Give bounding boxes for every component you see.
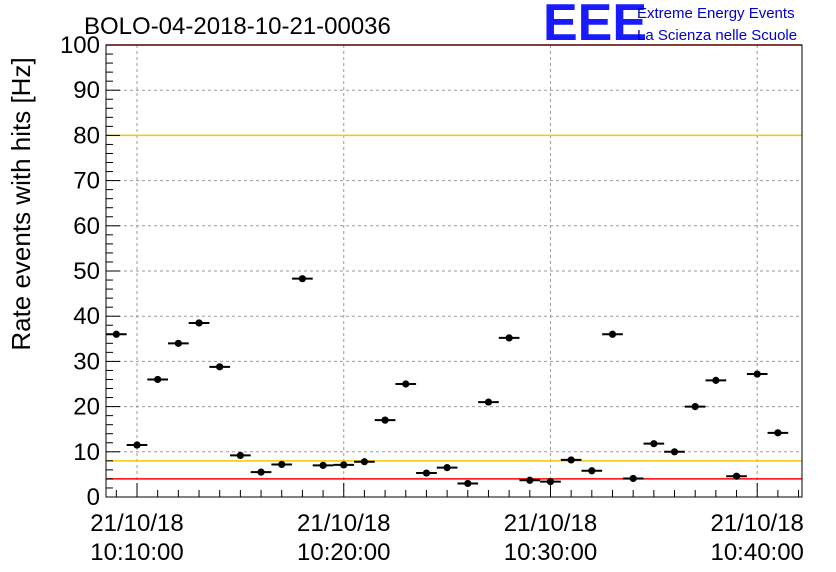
data-point bbox=[670, 448, 679, 456]
data-point bbox=[691, 403, 699, 411]
x-tick-date: 21/10/18 bbox=[504, 510, 597, 537]
x-tick-time: 10:20:00 bbox=[297, 539, 390, 566]
y-axis-label: Rate events with hits [Hz] bbox=[6, 57, 36, 350]
eee-logo: EEE Extreme Energy Events La Scienza nel… bbox=[543, 0, 797, 52]
data-point bbox=[402, 380, 410, 388]
data-point bbox=[526, 476, 534, 484]
data-point bbox=[195, 319, 203, 327]
y-tick-label: 70 bbox=[73, 168, 100, 195]
data-point bbox=[650, 440, 658, 448]
data-point bbox=[608, 330, 617, 338]
data-point bbox=[712, 376, 720, 384]
data-point bbox=[588, 467, 596, 475]
data-point bbox=[360, 458, 369, 466]
y-tick-label: 0 bbox=[87, 484, 100, 511]
data-point bbox=[567, 456, 575, 464]
data-point bbox=[340, 461, 348, 469]
y-tick-label: 50 bbox=[73, 258, 100, 285]
data-point bbox=[629, 474, 637, 483]
y-tick-label: 90 bbox=[73, 77, 100, 104]
chart-title: BOLO-04-2018-10-21-00036 bbox=[84, 13, 391, 40]
logo-mark: EEE bbox=[543, 0, 647, 52]
data-point bbox=[236, 451, 244, 460]
data-point bbox=[257, 468, 265, 476]
y-tick-label: 40 bbox=[73, 303, 100, 330]
data-points bbox=[106, 275, 789, 488]
logo-line-1: Extreme Energy Events bbox=[637, 5, 795, 22]
x-axis-ticks: 21/10/1810:10:0021/10/1810:20:0021/10/18… bbox=[90, 483, 804, 566]
data-point bbox=[422, 469, 431, 477]
x-tick-time: 10:40:00 bbox=[710, 539, 803, 566]
data-point bbox=[154, 375, 162, 384]
logo-line-2: La Scienza nelle Scuole bbox=[637, 27, 797, 44]
data-point bbox=[174, 339, 182, 347]
x-tick-date: 21/10/18 bbox=[710, 510, 803, 537]
data-point bbox=[298, 275, 306, 283]
data-point bbox=[753, 370, 761, 378]
data-point bbox=[278, 460, 286, 469]
data-point bbox=[505, 334, 513, 342]
data-point bbox=[464, 479, 472, 488]
data-point bbox=[443, 464, 451, 472]
x-tick-date: 21/10/18 bbox=[297, 510, 390, 537]
y-tick-label: 60 bbox=[73, 213, 100, 240]
data-point bbox=[546, 478, 555, 486]
y-axis-ticks: 0 10 20 30 40 50 60 70 80 90 100 bbox=[60, 32, 120, 511]
data-point bbox=[484, 398, 493, 406]
y-tick-label: 100 bbox=[60, 32, 100, 59]
x-tick-time: 10:10:00 bbox=[90, 539, 183, 566]
y-tick-label: 30 bbox=[73, 348, 100, 375]
data-point bbox=[112, 330, 120, 338]
x-tick-date: 21/10/18 bbox=[90, 510, 183, 537]
reference-lines bbox=[106, 44, 802, 480]
y-tick-label: 20 bbox=[73, 394, 100, 421]
y-tick-label: 10 bbox=[73, 439, 100, 466]
y-tick-label: 80 bbox=[73, 122, 100, 149]
data-point bbox=[732, 472, 741, 480]
data-point bbox=[319, 461, 327, 469]
data-point bbox=[774, 429, 782, 437]
data-point bbox=[133, 441, 141, 449]
grid-lines bbox=[106, 45, 802, 497]
data-point bbox=[381, 416, 389, 424]
x-tick-time: 10:30:00 bbox=[504, 539, 597, 566]
data-point bbox=[216, 363, 224, 371]
